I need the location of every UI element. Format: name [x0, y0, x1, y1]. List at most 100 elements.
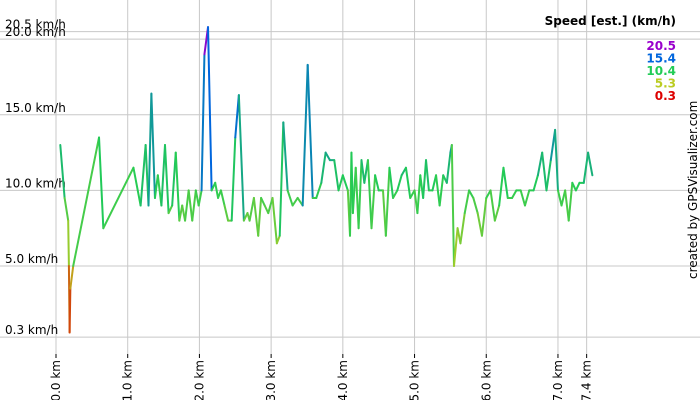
series-segment	[392, 189, 399, 199]
series-segment	[468, 189, 475, 199]
series-segment	[519, 189, 526, 207]
series-segment	[574, 181, 581, 192]
series-segment	[416, 174, 422, 215]
series-segment	[366, 159, 373, 230]
series-segment	[187, 189, 194, 222]
series-segment	[493, 204, 501, 222]
series-segment	[511, 189, 518, 199]
series-segment	[271, 196, 278, 245]
series-segment	[147, 92, 153, 207]
legend-entry: 10.4	[646, 64, 676, 78]
series-segment	[167, 204, 174, 215]
series-segment	[248, 196, 255, 222]
series-segment	[536, 151, 544, 177]
series-segment	[425, 159, 430, 192]
series-segment	[59, 144, 66, 199]
series-segment	[541, 151, 548, 192]
series-segment	[282, 121, 289, 192]
series-segment	[98, 136, 105, 230]
y-tick-label: 20.0 km/h	[5, 25, 66, 39]
x-tick-label: 2.0 km	[192, 360, 206, 400]
legend-entry: 20.5	[646, 39, 676, 53]
series-segment	[171, 151, 177, 207]
series-segment	[532, 174, 539, 192]
x-tick-label: 6.0 km	[479, 360, 493, 400]
x-tick-label: 5.0 km	[408, 360, 422, 400]
series-segment	[571, 181, 577, 192]
y-tick-label: 20.5 km/h	[5, 18, 66, 32]
series-segment	[278, 121, 285, 237]
series-segment	[554, 128, 559, 192]
credit-text: created by GPSVisualizer.com	[686, 101, 700, 279]
x-axis-tick-labels: 0.0 km 1.0 km 2.0 km 3.0 km 4.0 km 5.0 km 6.0 …	[49, 360, 594, 400]
series-segment	[523, 189, 531, 207]
series-segment	[320, 151, 327, 184]
series-segment	[370, 174, 377, 230]
legend-entry: 15.4	[646, 52, 676, 66]
series-segment	[438, 174, 445, 207]
series-segment	[582, 151, 590, 184]
y-axis-tick-labels: 0.3 km/h 5.0 km/h 10.0 km/h 15.0 km/h 20.0 k…	[5, 18, 66, 337]
series-segment	[260, 196, 266, 207]
series-segment	[67, 219, 70, 267]
series-segment	[160, 144, 166, 207]
legend-title: Speed [est.] (km/h)	[545, 14, 676, 28]
x-tick-label: 4.0 km	[336, 360, 350, 400]
series-segment	[174, 151, 181, 222]
series-segment	[384, 166, 391, 237]
series-segment	[341, 174, 349, 192]
series-segment	[286, 189, 294, 207]
series-segment	[191, 189, 197, 222]
series-segment	[132, 166, 142, 207]
series-segment	[223, 204, 230, 222]
series-segment	[102, 166, 135, 230]
series-segment	[315, 181, 323, 199]
series-segment	[556, 189, 563, 207]
series-segment	[230, 136, 237, 222]
series-segment	[545, 159, 552, 192]
series-segment	[502, 166, 509, 199]
series-segment	[489, 189, 496, 222]
y-tick-label: 5.0 km/h	[5, 252, 58, 266]
series-segment	[463, 189, 471, 215]
series-segment	[63, 196, 70, 222]
series-segment	[291, 196, 299, 207]
series-segment	[197, 189, 203, 207]
series-segment	[498, 166, 505, 207]
series-segment	[68, 287, 72, 334]
x-tick-label: 3.0 km	[264, 360, 278, 400]
series-segment	[404, 166, 412, 199]
series-segment	[219, 189, 226, 207]
series-segment	[476, 212, 483, 237]
x-tick-label: 7.4 km	[580, 360, 594, 400]
series-segment	[564, 189, 570, 222]
series-segment	[396, 174, 403, 192]
series-segment	[422, 159, 428, 199]
series-segment	[452, 227, 459, 267]
series-segment	[184, 189, 190, 222]
x-tick-label: 0.0 km	[49, 360, 63, 400]
x-tick-label: 7.0 km	[551, 360, 565, 400]
series-segment	[374, 174, 380, 192]
series-segment	[163, 144, 170, 215]
series-segment	[301, 63, 309, 207]
series-segment	[357, 159, 363, 230]
legend-entry: 0.3	[655, 89, 676, 103]
series-segment	[435, 174, 441, 207]
series-segment	[459, 212, 466, 245]
series-segment	[200, 53, 206, 192]
series-segment	[587, 151, 594, 177]
series-segment	[207, 26, 213, 192]
series-segment	[275, 234, 281, 245]
series-segment	[306, 63, 314, 199]
y-tick-label: 0.3 km/h	[5, 323, 58, 337]
y-tick-label: 10.0 km/h	[5, 176, 66, 190]
series-segment	[252, 196, 260, 237]
y-tick-label: 15.0 km/h	[5, 101, 66, 115]
legend: Speed [est.] (km/h) 20.515.410.45.30.3	[545, 14, 676, 103]
series-segment	[480, 196, 488, 237]
series-segment	[237, 94, 245, 222]
series-segment	[445, 151, 452, 184]
series-segment	[324, 151, 331, 162]
